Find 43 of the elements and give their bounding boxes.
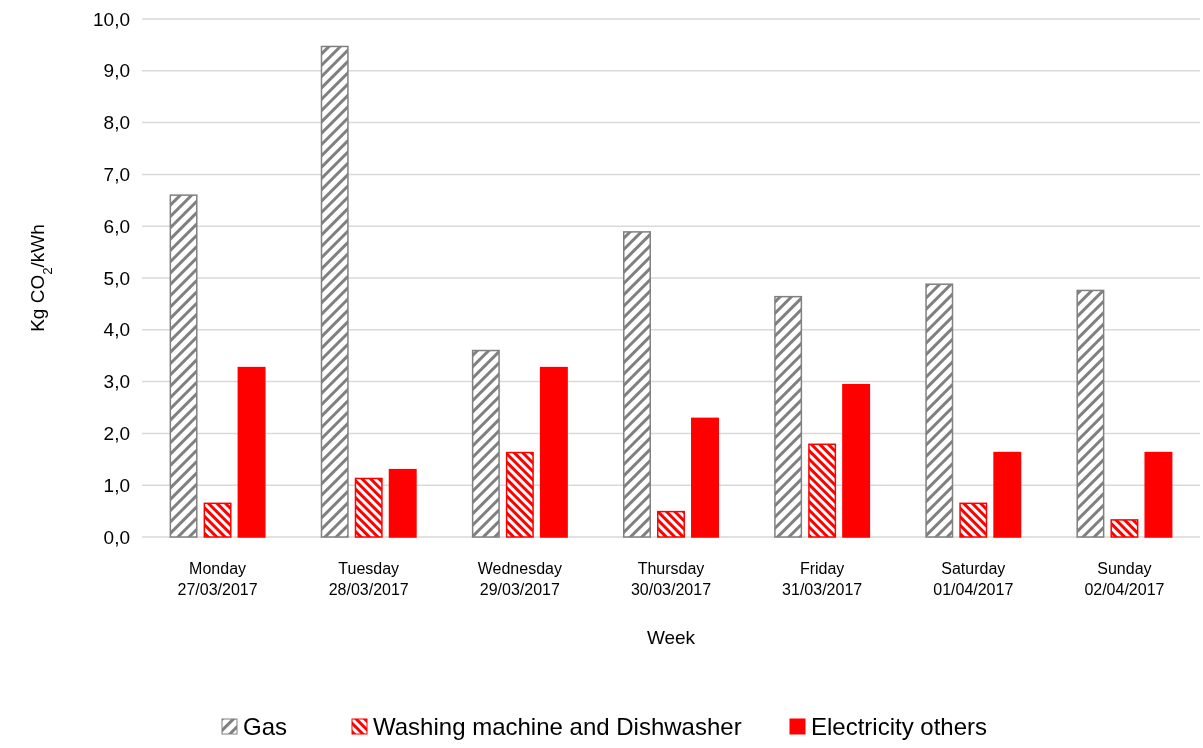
x-tick-label: Sunday 02/04/2017	[1084, 560, 1165, 598]
bar	[1110, 519, 1139, 538]
y-tick-label: 1,0	[103, 474, 130, 496]
y-tick-label: 0,0	[103, 526, 130, 548]
y-tick-label: 3,0	[103, 371, 130, 393]
bar	[808, 443, 837, 538]
legend-label: Washing machine and Dishwasher	[373, 713, 742, 741]
bar	[203, 502, 232, 538]
legend-label: Electricity others	[811, 713, 988, 741]
bar	[539, 366, 568, 538]
bar	[1144, 451, 1173, 538]
bar	[320, 45, 349, 538]
bar	[691, 417, 719, 538]
x-axis-title: Week	[646, 627, 696, 648]
x-tick-label: Monday 27/03/2017	[177, 560, 258, 598]
bar	[925, 283, 954, 538]
y-tick-label: 6,0	[103, 215, 130, 237]
y-tick-label: 5,0	[103, 267, 130, 289]
y-tick-label: 8,0	[103, 112, 130, 134]
bar	[237, 366, 266, 538]
y-tick-label: 4,0	[103, 319, 130, 341]
y-tick-label: 7,0	[103, 164, 130, 186]
bar	[842, 383, 871, 538]
legend-label: Gas	[243, 713, 288, 741]
bar	[774, 295, 803, 538]
y-tick-label: 10,0	[93, 8, 130, 30]
bar	[169, 194, 198, 538]
bar	[505, 451, 534, 538]
bar	[471, 349, 500, 538]
bar	[623, 231, 651, 538]
y-tick-label: 9,0	[103, 60, 130, 82]
bar	[657, 510, 685, 538]
bar	[354, 477, 383, 538]
bar	[388, 468, 417, 538]
bar	[993, 451, 1022, 538]
x-tick-label: Wednesday 29/03/2017	[477, 560, 562, 598]
y-tick-label: 2,0	[103, 423, 130, 445]
bar	[1076, 289, 1105, 538]
x-tick-label: Tuesday 28/03/2017	[328, 560, 409, 598]
x-tick-label: Thursday 30/03/2017	[630, 560, 712, 598]
x-tick-label: Saturday 01/04/2017	[933, 560, 1014, 598]
x-tick-label: Friday 31/03/2017	[782, 560, 863, 598]
bar	[959, 502, 988, 538]
